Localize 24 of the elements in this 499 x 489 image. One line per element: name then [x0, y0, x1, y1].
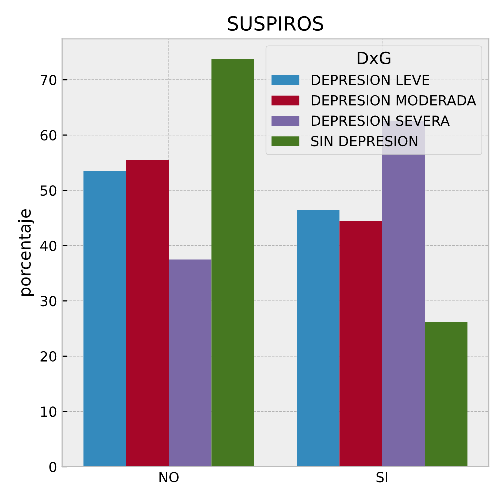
x-tick-label: SI: [376, 472, 388, 483]
y-tick-label: 40: [40, 240, 57, 252]
bar: [425, 322, 468, 467]
y-tick-label: 0: [50, 462, 57, 472]
bar: [126, 160, 170, 467]
y-tick-label: 70: [40, 74, 57, 86]
y-tick-label: 30: [40, 296, 57, 307]
bar: [297, 210, 340, 467]
y-axis-title: porcentaje: [18, 210, 34, 296]
legend-label: SIN DEPRESION: [312, 136, 418, 147]
legend-title: DxG: [358, 52, 391, 65]
y-tick-label: 60: [40, 130, 57, 141]
bar: [169, 260, 212, 467]
chart-title: SUSPIROS: [228, 16, 324, 32]
legend-label: DEPRESION SEVERA: [312, 116, 450, 126]
bar: [84, 171, 126, 467]
x-tick-label: NO: [160, 472, 179, 483]
y-tick-label: 10: [41, 406, 57, 418]
bar: [340, 220, 382, 467]
y-tick-label: 50: [40, 186, 57, 196]
legend-label: DEPRESION LEVE: [312, 74, 430, 86]
legend-label: DEPRESION MODERADA: [312, 95, 476, 106]
bar: [212, 59, 254, 467]
y-tick-label: 20: [40, 351, 57, 362]
